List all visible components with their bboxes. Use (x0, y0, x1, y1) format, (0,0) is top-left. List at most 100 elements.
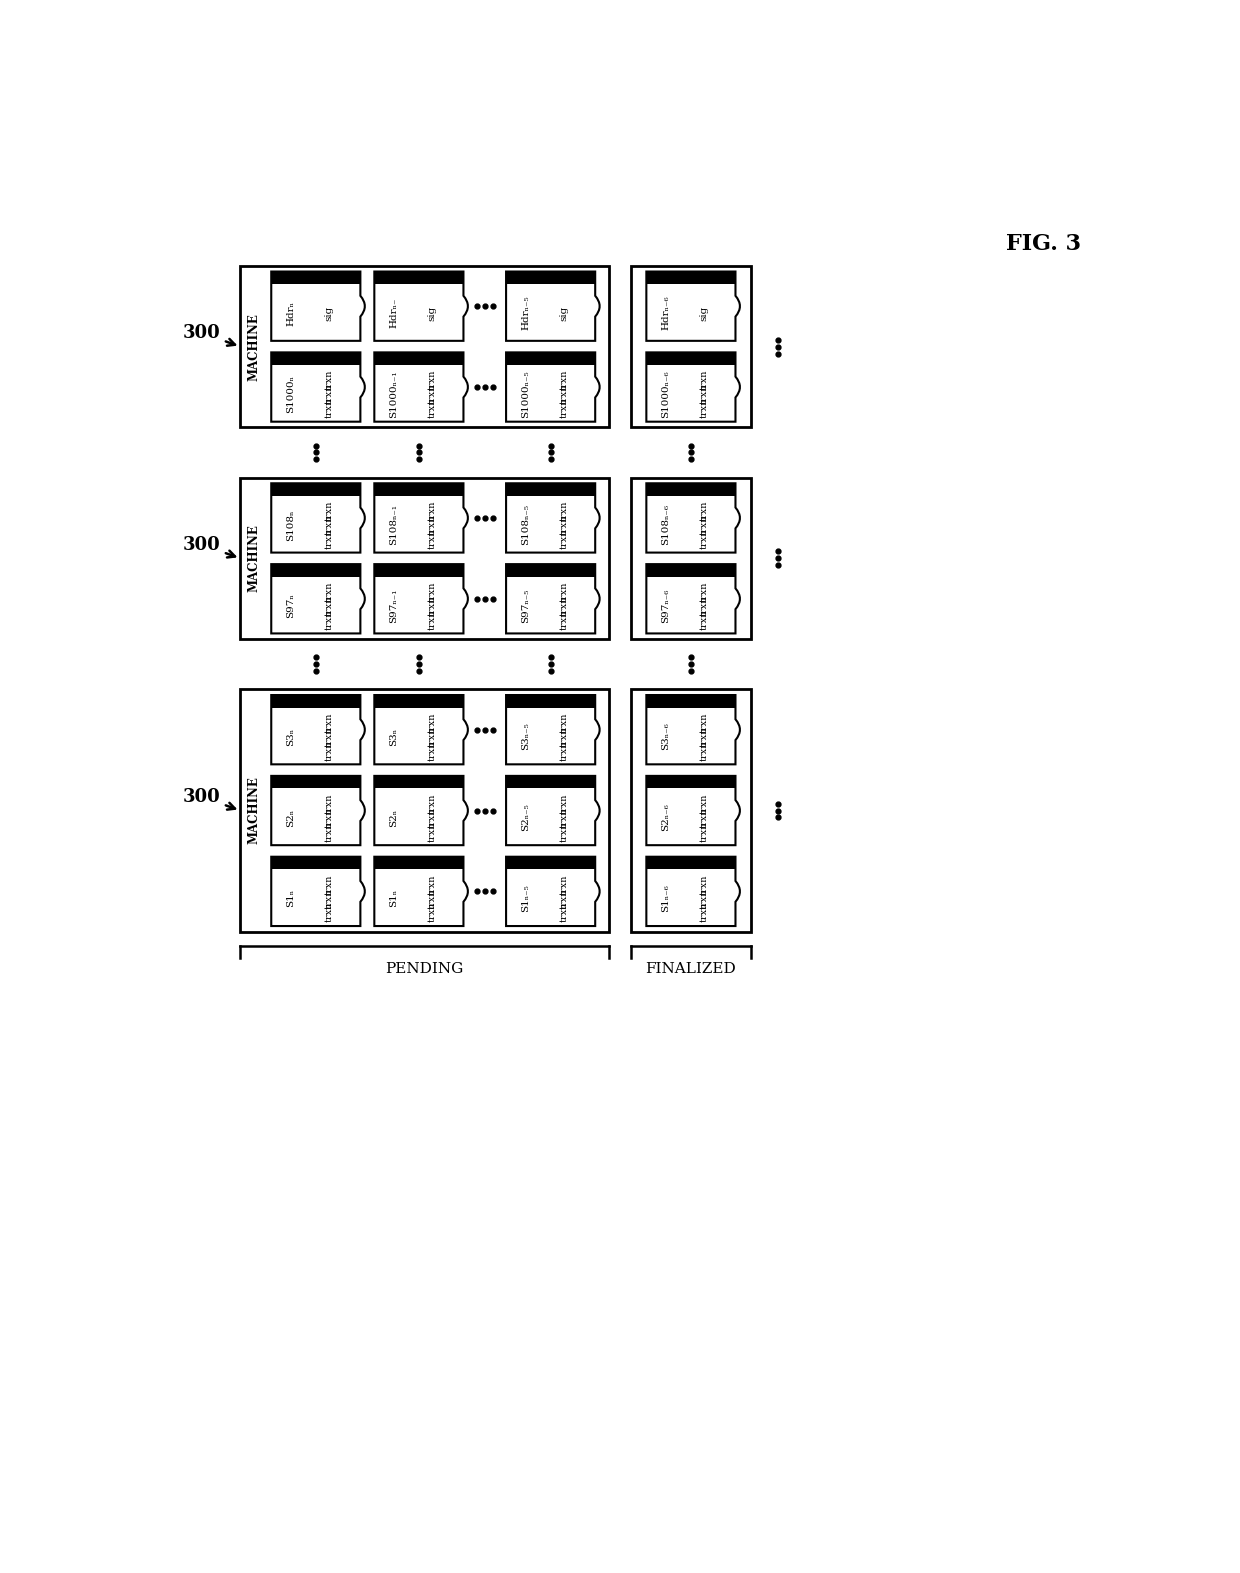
Text: S108ₙ: S108ₙ (286, 510, 295, 541)
PathPatch shape (272, 483, 365, 552)
PathPatch shape (374, 857, 467, 926)
Text: FINALIZED: FINALIZED (646, 961, 737, 975)
Text: trxn: trxn (559, 713, 568, 733)
Bar (272, 565, 361, 577)
PathPatch shape (506, 775, 600, 845)
Text: trxn: trxn (325, 384, 334, 404)
Text: S2ₙ: S2ₙ (389, 809, 398, 826)
Text: S2ₙ₋₆: S2ₙ₋₆ (661, 804, 671, 832)
Bar (646, 695, 735, 708)
PathPatch shape (272, 857, 365, 926)
Text: trxn: trxn (428, 384, 436, 404)
Text: trxn: trxn (699, 514, 709, 535)
Bar (374, 272, 464, 285)
Bar (506, 483, 595, 495)
Text: trxn: trxn (325, 370, 334, 390)
Text: trxn: trxn (699, 821, 709, 842)
PathPatch shape (272, 352, 365, 422)
Text: trxn: trxn (325, 889, 334, 909)
Text: trxn: trxn (559, 582, 568, 602)
Text: trxn: trxn (428, 398, 436, 418)
Text: trxn: trxn (428, 875, 436, 895)
Text: trxn: trxn (428, 370, 436, 390)
Text: trxn: trxn (428, 807, 436, 827)
Text: Hdrₙ₋₆: Hdrₙ₋₆ (661, 296, 671, 330)
PathPatch shape (374, 565, 467, 634)
Text: S1ₙ: S1ₙ (286, 889, 295, 908)
Text: trxn: trxn (699, 500, 709, 521)
PathPatch shape (374, 483, 467, 552)
Text: S1000ₙ: S1000ₙ (286, 374, 295, 414)
Bar (631, 689, 751, 931)
Text: trxn: trxn (325, 582, 334, 602)
PathPatch shape (272, 565, 365, 634)
Text: S97ₙ₋₆: S97ₙ₋₆ (661, 588, 671, 623)
Text: trxn: trxn (325, 529, 334, 549)
Text: trxn: trxn (325, 596, 334, 617)
Text: trxn: trxn (428, 821, 436, 842)
Text: S1000ₙ₋₅: S1000ₙ₋₅ (521, 370, 531, 418)
Text: trxn: trxn (559, 793, 568, 813)
Bar (241, 478, 609, 639)
Text: trxn: trxn (325, 609, 334, 629)
PathPatch shape (272, 695, 365, 764)
Bar (272, 483, 361, 495)
Text: S1000ₙ₋₁: S1000ₙ₋₁ (389, 370, 398, 418)
Text: trxn: trxn (559, 529, 568, 549)
Text: trxn: trxn (559, 901, 568, 922)
Text: trxn: trxn (699, 384, 709, 404)
Text: trxn: trxn (428, 500, 436, 521)
Text: sig: sig (559, 305, 568, 321)
Text: S2ₙ₋₅: S2ₙ₋₅ (521, 804, 531, 832)
Bar (646, 565, 735, 577)
Text: S97ₙ₋₁: S97ₙ₋₁ (389, 588, 398, 623)
Text: sig: sig (699, 305, 709, 321)
Bar (506, 857, 595, 870)
PathPatch shape (374, 272, 467, 341)
Bar (506, 272, 595, 285)
Text: S3ₙ₋₅: S3ₙ₋₅ (521, 722, 531, 750)
Text: trxn: trxn (699, 582, 709, 602)
Text: 300: 300 (182, 324, 236, 346)
Text: Hdrₙ₋₅: Hdrₙ₋₅ (521, 296, 531, 330)
Bar (272, 352, 361, 365)
Bar (631, 478, 751, 639)
Bar (374, 695, 464, 708)
Text: MACHINE: MACHINE (247, 524, 260, 593)
Text: trxn: trxn (559, 741, 568, 761)
Text: PENDING: PENDING (386, 961, 464, 975)
Text: trxn: trxn (325, 500, 334, 521)
PathPatch shape (646, 565, 740, 634)
Bar (272, 695, 361, 708)
Text: S108ₙ₋₁: S108ₙ₋₁ (389, 505, 398, 546)
Text: trxn: trxn (428, 596, 436, 617)
Text: S3ₙ₋₆: S3ₙ₋₆ (661, 722, 671, 750)
Text: S1000ₙ₋₆: S1000ₙ₋₆ (661, 370, 671, 418)
Text: S1ₙ₋₆: S1ₙ₋₆ (661, 884, 671, 912)
Text: trxn: trxn (325, 793, 334, 813)
Text: trxn: trxn (559, 514, 568, 535)
Text: trxn: trxn (559, 821, 568, 842)
Bar (374, 352, 464, 365)
Bar (646, 775, 735, 788)
PathPatch shape (646, 352, 740, 422)
Bar (374, 857, 464, 870)
Text: trxn: trxn (559, 370, 568, 390)
PathPatch shape (506, 352, 600, 422)
Bar (241, 266, 609, 428)
Bar (506, 695, 595, 708)
Text: trxn: trxn (559, 609, 568, 629)
Bar (646, 272, 735, 285)
Bar (272, 775, 361, 788)
Text: S108ₙ₋₆: S108ₙ₋₆ (661, 505, 671, 546)
Text: 300: 300 (182, 535, 236, 557)
Text: trxn: trxn (699, 529, 709, 549)
Text: trxn: trxn (428, 529, 436, 549)
Text: S3ₙ: S3ₙ (286, 728, 295, 746)
Text: S108ₙ₋₅: S108ₙ₋₅ (521, 505, 531, 546)
Text: trxn: trxn (559, 596, 568, 617)
Text: trxn: trxn (428, 741, 436, 761)
PathPatch shape (646, 695, 740, 764)
Text: trxn: trxn (325, 821, 334, 842)
Text: FIG. 3: FIG. 3 (1006, 233, 1081, 255)
